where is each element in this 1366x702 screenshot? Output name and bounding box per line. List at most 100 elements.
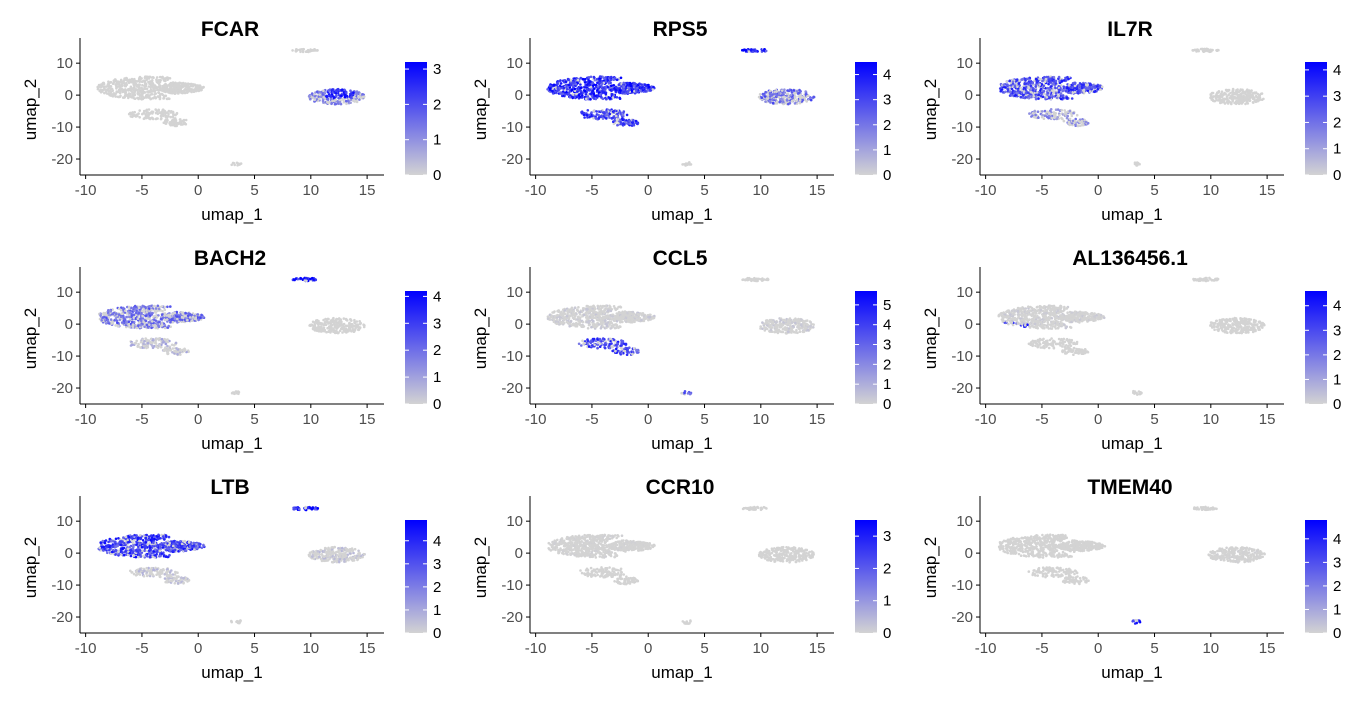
cell-point	[102, 88, 106, 92]
cell-point	[1047, 82, 1050, 86]
cell-point	[1046, 91, 1050, 95]
y-tick-label: 0	[515, 87, 523, 104]
cell-point	[108, 85, 111, 89]
cell-point	[797, 91, 801, 95]
cell-point	[176, 350, 180, 353]
cell-point	[999, 89, 1002, 93]
cell-point	[149, 97, 152, 101]
cell-point	[183, 83, 186, 86]
cell-point	[1043, 114, 1047, 118]
color-legend-bar	[1305, 62, 1327, 175]
cell-point	[652, 85, 655, 89]
cell-point	[124, 309, 127, 312]
cell-point	[638, 86, 642, 90]
cell-point	[137, 345, 140, 348]
cell-point	[161, 341, 165, 344]
cell-point	[1200, 47, 1204, 51]
cell-point	[579, 76, 583, 80]
cell-point	[180, 83, 184, 87]
cell-point	[345, 102, 348, 106]
cell-point	[1013, 84, 1016, 87]
cell-point	[764, 49, 768, 53]
cell-point	[129, 85, 133, 89]
cell-point	[1066, 86, 1069, 90]
cell-point	[133, 83, 136, 86]
cell-points	[998, 47, 1265, 167]
cell-point	[790, 99, 794, 103]
cell-point	[332, 321, 336, 324]
cell-point	[785, 99, 789, 102]
cell-point	[179, 120, 183, 124]
cell-point	[323, 91, 327, 95]
cell-point	[359, 96, 363, 100]
y-axis-label: umap_2	[21, 308, 40, 369]
cell-point	[573, 87, 577, 91]
cell-point	[135, 309, 138, 312]
legend-tick-label: 1	[433, 132, 441, 149]
cell-point	[1073, 84, 1077, 88]
cell-point	[607, 77, 611, 80]
cell-point	[777, 95, 781, 99]
cell-point	[151, 346, 155, 350]
cell-point	[1033, 109, 1036, 113]
cell-point	[339, 318, 343, 321]
cell-point	[148, 81, 152, 85]
cell-point	[125, 312, 129, 315]
cell-point	[169, 89, 173, 92]
cell-point	[149, 324, 153, 327]
cell-point	[548, 85, 551, 88]
cell-point	[1075, 113, 1079, 117]
cell-point	[1069, 112, 1073, 115]
x-tick-label: 5	[250, 182, 258, 199]
cell-point	[1069, 85, 1073, 88]
cell-point	[1015, 82, 1018, 85]
cell-point	[125, 325, 128, 329]
x-tick-label: -5	[135, 411, 148, 428]
cell-point	[1045, 75, 1048, 79]
x-tick-label: 10	[752, 182, 769, 199]
cell-point	[163, 318, 167, 322]
cell-point	[1244, 102, 1247, 106]
cell-point	[1241, 88, 1244, 92]
cell-point	[799, 94, 802, 98]
cell-point	[344, 99, 348, 103]
cell-point	[1001, 90, 1005, 94]
cell-point	[744, 48, 748, 52]
cell-point	[150, 313, 153, 316]
cell-point	[1015, 78, 1019, 81]
cell-point	[566, 88, 569, 91]
y-tick-label: 0	[965, 87, 973, 104]
cell-point	[363, 324, 366, 327]
cell-point	[134, 311, 138, 315]
cell-point	[154, 86, 157, 90]
cell-point	[1258, 94, 1261, 97]
cell-point	[230, 391, 234, 395]
cell-point	[154, 326, 157, 330]
cell-point	[311, 96, 315, 99]
cell-point	[1202, 50, 1205, 53]
cell-point	[192, 88, 196, 92]
feature-panel-il7r: IL7R -10 -5 0 5 10 15 10 0 -10 -20 umap_1 umap_2 4 3 2 1…	[900, 0, 1341, 224]
cell-point	[137, 321, 141, 325]
cell-point	[594, 94, 597, 98]
cell-point	[1262, 97, 1265, 101]
cell-point	[310, 92, 314, 95]
cell-point	[155, 345, 159, 348]
cell-point	[608, 112, 612, 116]
x-tick-label: 0	[194, 411, 202, 428]
cell-point	[157, 91, 161, 95]
cell-point	[1042, 84, 1045, 88]
cell-point	[176, 353, 179, 356]
legend-tick-label: 0	[1333, 167, 1341, 184]
cell-point	[339, 324, 342, 327]
cell-point	[167, 315, 171, 318]
cell-point	[151, 79, 154, 82]
cell-point	[1253, 96, 1256, 100]
cell-point	[358, 322, 362, 326]
cell-point	[574, 83, 578, 86]
cell-point	[291, 49, 294, 52]
cell-point	[130, 320, 134, 324]
cell-point	[361, 93, 364, 96]
cell-point	[350, 95, 353, 98]
y-axis-label: umap_2	[21, 79, 40, 140]
